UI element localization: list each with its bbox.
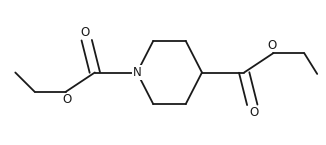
Text: O: O bbox=[268, 39, 277, 52]
Text: O: O bbox=[249, 106, 259, 119]
Text: O: O bbox=[81, 26, 90, 39]
Text: N: N bbox=[133, 66, 141, 79]
Text: O: O bbox=[62, 93, 71, 106]
